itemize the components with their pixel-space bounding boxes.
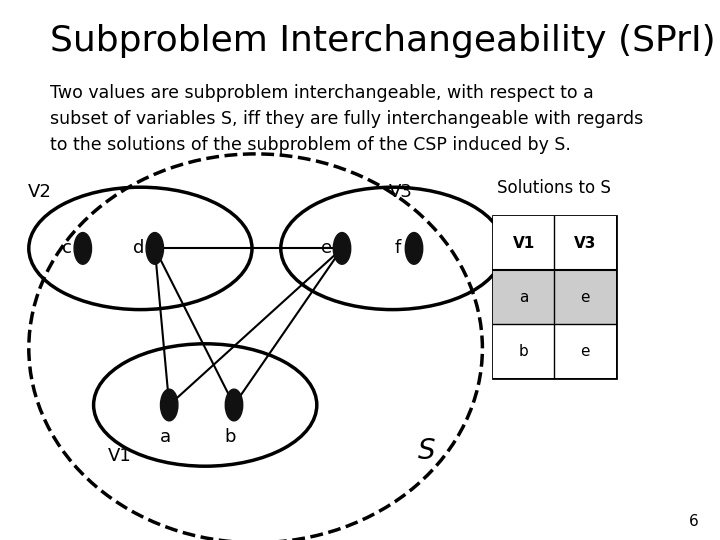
- Text: b: b: [519, 343, 528, 359]
- Ellipse shape: [161, 389, 178, 421]
- Text: c: c: [62, 239, 72, 258]
- FancyBboxPatch shape: [493, 216, 616, 270]
- Ellipse shape: [333, 233, 351, 264]
- Ellipse shape: [405, 233, 423, 264]
- Text: a: a: [160, 428, 171, 447]
- Text: Two values are subproblem interchangeable, with respect to a
subset of variables: Two values are subproblem interchangeabl…: [50, 84, 644, 154]
- FancyBboxPatch shape: [493, 216, 616, 378]
- Text: V2: V2: [27, 183, 51, 201]
- FancyBboxPatch shape: [493, 324, 616, 378]
- Text: b: b: [225, 428, 236, 447]
- Ellipse shape: [225, 389, 243, 421]
- Text: a: a: [519, 289, 528, 305]
- Text: d: d: [133, 239, 145, 258]
- Text: e: e: [580, 289, 590, 305]
- Text: V3: V3: [389, 183, 413, 201]
- Text: Subproblem Interchangeability (SPrI): Subproblem Interchangeability (SPrI): [50, 24, 716, 58]
- Text: V1: V1: [108, 447, 132, 465]
- Text: e: e: [580, 343, 590, 359]
- Text: 6: 6: [688, 514, 698, 529]
- Ellipse shape: [74, 233, 91, 264]
- Text: e: e: [320, 239, 332, 258]
- Text: V3: V3: [574, 235, 596, 251]
- Text: f: f: [395, 239, 401, 258]
- Ellipse shape: [146, 233, 163, 264]
- Text: Solutions to S: Solutions to S: [498, 179, 611, 197]
- Text: S: S: [418, 437, 435, 465]
- Text: V1: V1: [513, 235, 535, 251]
- FancyBboxPatch shape: [493, 270, 616, 324]
